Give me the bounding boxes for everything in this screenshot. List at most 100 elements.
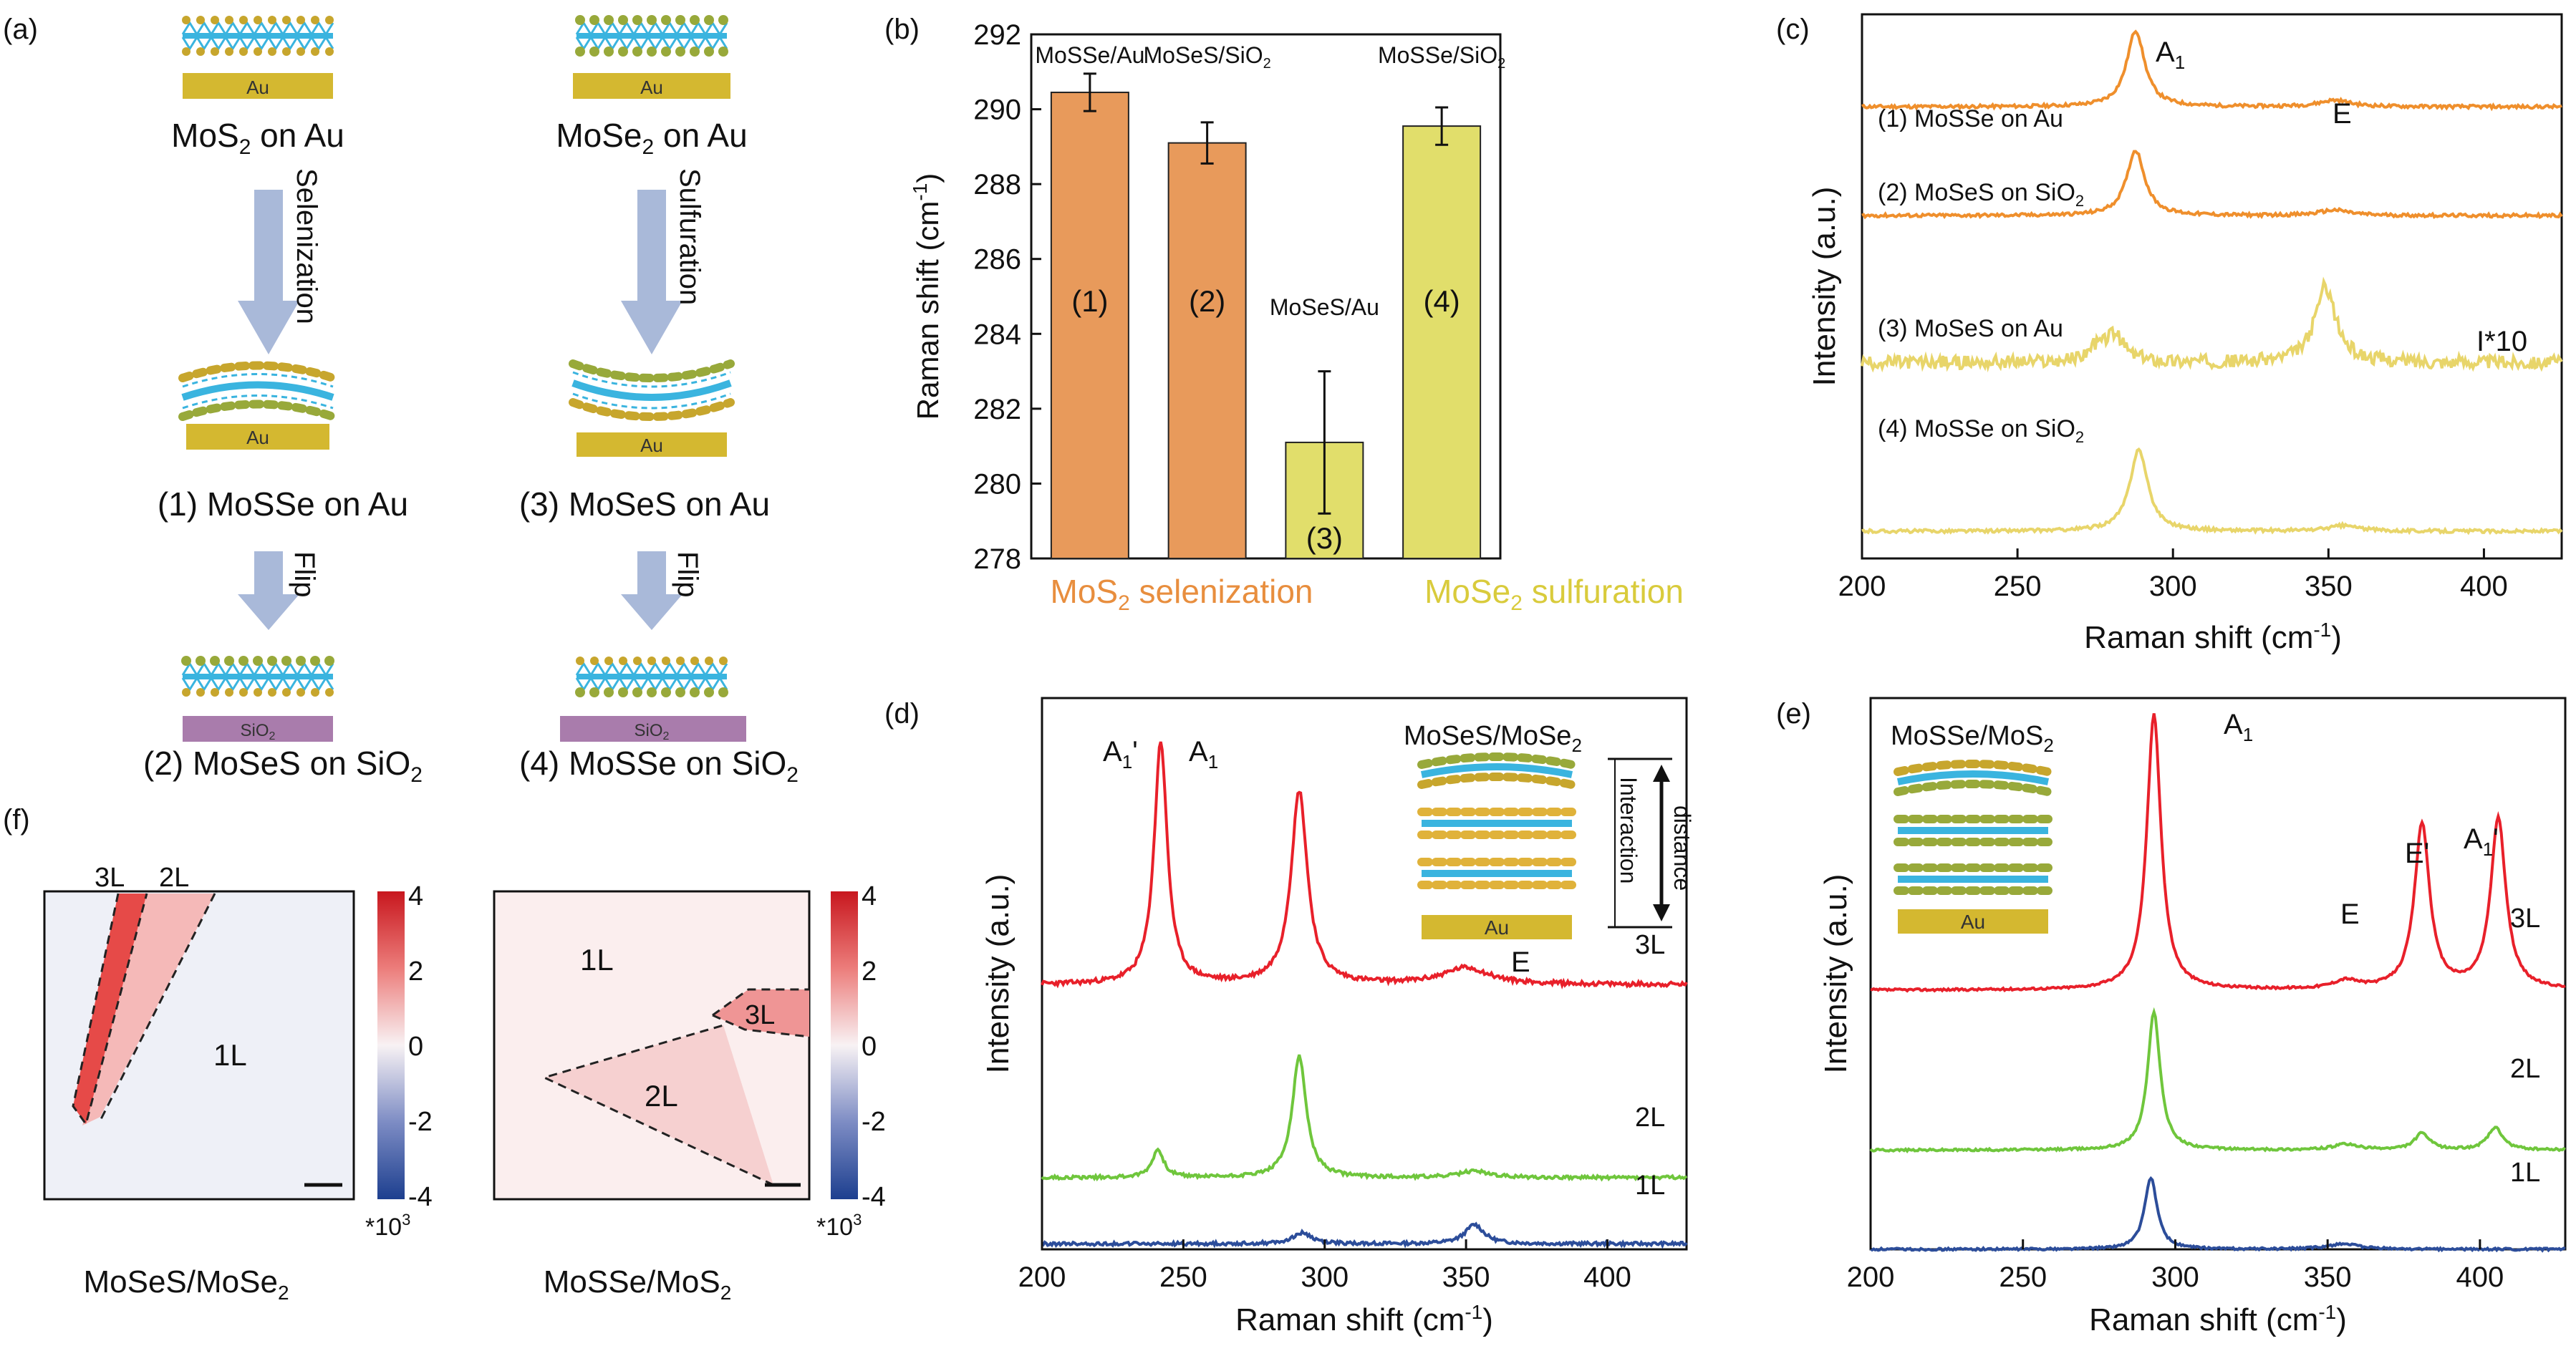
tmd-layer-bot-right [575, 657, 728, 697]
arrow-head-up [1653, 765, 1670, 782]
y-tick-label: 284 [973, 319, 1021, 350]
sio2-label: SiO2 [635, 721, 670, 742]
spectrum-line [1870, 713, 2566, 993]
colorbar-unit: *103 [816, 1211, 862, 1241]
arrow-head-down [1653, 904, 1670, 921]
sio2-substrate [183, 716, 333, 742]
x-tick-label: 300 [2151, 1262, 2199, 1293]
legend-1: (1) MoSSe on Au [1878, 105, 2063, 132]
bot-right-caption: (4) MoSSe on SiO2 [519, 745, 799, 787]
colorbar-tick-label: 2 [408, 957, 423, 987]
region-3l: 3L [745, 1000, 775, 1030]
panel-a-label: (a) [3, 14, 38, 45]
y-tick-label: 286 [973, 244, 1021, 276]
x-axis-label: Raman shift (cm-1) [2084, 619, 2342, 655]
y-axis-label: Intensity (a.u.) [1807, 187, 1842, 387]
arrow-down [238, 551, 299, 630]
panel-d-label: (d) [884, 698, 920, 730]
x-tick-label: 250 [1994, 571, 2042, 602]
boundary [72, 893, 148, 1127]
peak-label-a1: A1 [2156, 37, 2185, 73]
inset-title: MoSSe/MoS2 [1891, 721, 2054, 756]
spectrum-line [1041, 1054, 1688, 1182]
heatmap-2-region-3l [713, 989, 809, 1037]
heatmap-1-region-3l [73, 894, 147, 1124]
trace-label-2l: 2L [2510, 1054, 2540, 1084]
arrow-down [621, 551, 682, 630]
spectrum-line [1041, 741, 1688, 989]
panel-f: (f) 3L 2L 1L 4 2 0 -2 -4 *103 MoSeS/MoSe2 1L… [3, 804, 886, 1304]
selenization-label: Selenization [291, 168, 322, 324]
au-substrate [1898, 909, 2048, 934]
panel-e: (e) 200 250 300 350 400 Raman shift (cm-1) I… [1776, 697, 2567, 1337]
x-tick-label: 300 [2149, 571, 2197, 602]
inset-title: MoSeS/MoSe2 [1404, 721, 1582, 756]
y-axis: 278 280 282 284 286 288 290 292 [973, 19, 1041, 575]
au-substrate [1422, 915, 1572, 939]
bar [1402, 125, 1482, 560]
peak-label-a1: A1 [1189, 736, 1218, 773]
axes-frame [1861, 13, 2563, 560]
y-tick-label: 292 [973, 19, 1021, 51]
legend-3: (3) MoSeS on Au [1878, 315, 2063, 342]
x-axis-label: Raman shift (cm-1) [1235, 1301, 1493, 1337]
peak-label-a1: A1 [2224, 709, 2253, 745]
interaction-label: Interaction [1616, 777, 1641, 883]
colorbar [831, 891, 858, 1199]
bar-label: MoSeS/Au [1270, 294, 1379, 320]
peak-label-a1-prime: A1' [1103, 736, 1138, 773]
bar-label: MoSSe/Au [1035, 42, 1144, 68]
x-tick-label: 350 [2305, 571, 2353, 602]
y-axis-label: Intensity (a.u.) [1818, 874, 1853, 1074]
mid-right-caption: (3) MoSeS on Au [519, 485, 770, 523]
arrow-down [621, 190, 682, 354]
region-2l: 2L [159, 863, 189, 893]
colorbar-unit: *103 [365, 1211, 410, 1241]
panel-c: (c) 200 250 300 350 400 Raman shift (cm-1) I… [1776, 13, 2563, 655]
peak-label-e: E [1511, 946, 1530, 978]
trace-label-1l: 1L [2510, 1158, 2540, 1188]
colorbar-tick-label: -2 [862, 1107, 886, 1137]
panel-d: (d) 200 250 300 350 400 Raman shift (cm-1) I… [884, 697, 1695, 1337]
intensity-x10-label: I*10 [2476, 326, 2527, 357]
arrow-down [238, 190, 299, 354]
flip-label: Flip [672, 551, 703, 597]
bar-category-label: (1) [1071, 284, 1108, 318]
sio2-substrate [560, 716, 746, 742]
x-tick-label: 200 [1838, 571, 1886, 602]
colorbar-ticks: 4 2 0 -2 -4 [862, 881, 886, 1212]
y-tick-label: 278 [973, 543, 1021, 575]
bar-label: MoSSe/SiO2 [1378, 42, 1505, 72]
spectra [1041, 741, 1688, 1249]
panel-b-label: (b) [884, 14, 920, 45]
tmd-layer-mid-left [178, 361, 337, 421]
bar-category-label: (2) [1189, 284, 1225, 318]
x-tick-label: 350 [2304, 1262, 2352, 1293]
legend-4: (4) MoSSe on SiO2 [1878, 415, 2084, 446]
panel-f-label: (f) [3, 804, 30, 836]
legend-2: (2) MoSeS on SiO2 [1878, 179, 2084, 210]
colorbar-tick-label: 4 [862, 881, 877, 911]
group-label-sulfuration: MoSe2 sulfuration [1424, 573, 1684, 615]
bar [1050, 92, 1129, 560]
x-tick-label: 200 [1847, 1262, 1895, 1293]
bar-category-label: (3) [1306, 521, 1343, 555]
group-label-selenization: MoS2 selenization [1051, 573, 1313, 615]
bar-label: MoSeS/SiO2 [1143, 42, 1270, 72]
x-tick-label: 400 [1583, 1262, 1631, 1293]
au-label: Au [246, 77, 269, 98]
colorbar [377, 891, 405, 1199]
spectrum-line [1869, 1176, 2566, 1253]
colorbar-ticks: 4 2 0 -2 -4 [408, 881, 433, 1212]
colorbar-tick-label: 0 [408, 1032, 423, 1062]
y-axis-label: Intensity (a.u.) [980, 874, 1016, 1074]
au-label: Au [246, 427, 269, 448]
au-substrate [573, 73, 730, 99]
spectrum-line [1861, 276, 2563, 373]
tmd-layer-mid-right [569, 359, 735, 421]
trace-label-1l: 1L [1635, 1171, 1665, 1201]
x-axis-label: Raman shift (cm-1) [2089, 1301, 2347, 1337]
inset-stack [1417, 752, 1576, 889]
trace-label-3l: 3L [1635, 930, 1665, 960]
